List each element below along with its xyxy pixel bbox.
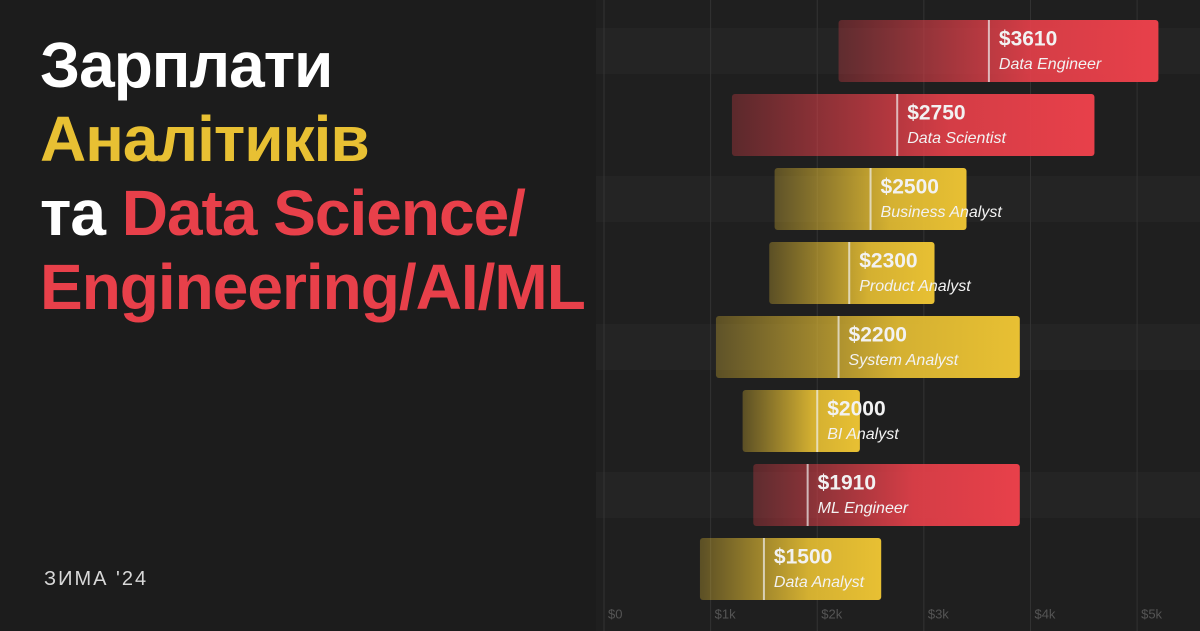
title-part: Зарплати xyxy=(40,29,333,101)
category-label: Business Analyst xyxy=(881,204,1003,221)
title-part: Аналітиків xyxy=(40,103,370,175)
median-label: $2000 xyxy=(827,398,885,421)
median-label: $2200 xyxy=(849,324,907,347)
median-label: $2500 xyxy=(881,176,939,199)
x-tick-label: $0 xyxy=(608,606,622,621)
x-tick-label: $2k xyxy=(821,606,842,621)
title-part: Engineering/AI/ML xyxy=(40,251,586,323)
subtitle: ЗИМА '24 xyxy=(44,568,149,590)
title-part: Data Science/ xyxy=(121,177,526,249)
median-label: $1910 xyxy=(818,472,876,495)
category-label: BI Analyst xyxy=(827,426,899,443)
x-tick-label: $4k xyxy=(1034,606,1055,621)
title-line: Engineering/AI/ML xyxy=(40,250,586,324)
range-bar xyxy=(699,538,882,600)
title: Зарплати Аналітиків та Data Science/Engine… xyxy=(40,28,586,324)
title-line: Аналітиків xyxy=(40,102,585,176)
category-label: ML Engineer xyxy=(818,500,909,517)
title-part: та xyxy=(40,177,122,249)
x-tick-label: $3k xyxy=(928,606,949,621)
median-label: $2750 xyxy=(907,102,965,125)
title-line: та Data Science/ xyxy=(40,176,585,250)
range-bar xyxy=(769,242,935,304)
range-bar xyxy=(753,464,1020,526)
category-label: System Analyst xyxy=(849,352,959,369)
range-bar xyxy=(742,390,860,452)
x-tick-label: $1k xyxy=(715,606,736,621)
category-label: Data Analyst xyxy=(774,574,865,591)
category-label: Data Scientist xyxy=(907,130,1006,147)
range-bar xyxy=(838,20,1159,82)
range-bar xyxy=(731,94,1095,156)
x-tick-label: $5k xyxy=(1141,606,1162,621)
median-label: $3610 xyxy=(999,28,1057,51)
range-bar xyxy=(715,316,1020,378)
median-label: $2300 xyxy=(859,250,917,273)
median-label: $1500 xyxy=(774,546,832,569)
category-label: Data Engineer xyxy=(999,56,1102,73)
category-label: Product Analyst xyxy=(859,278,971,295)
title-line: Зарплати xyxy=(40,28,585,102)
